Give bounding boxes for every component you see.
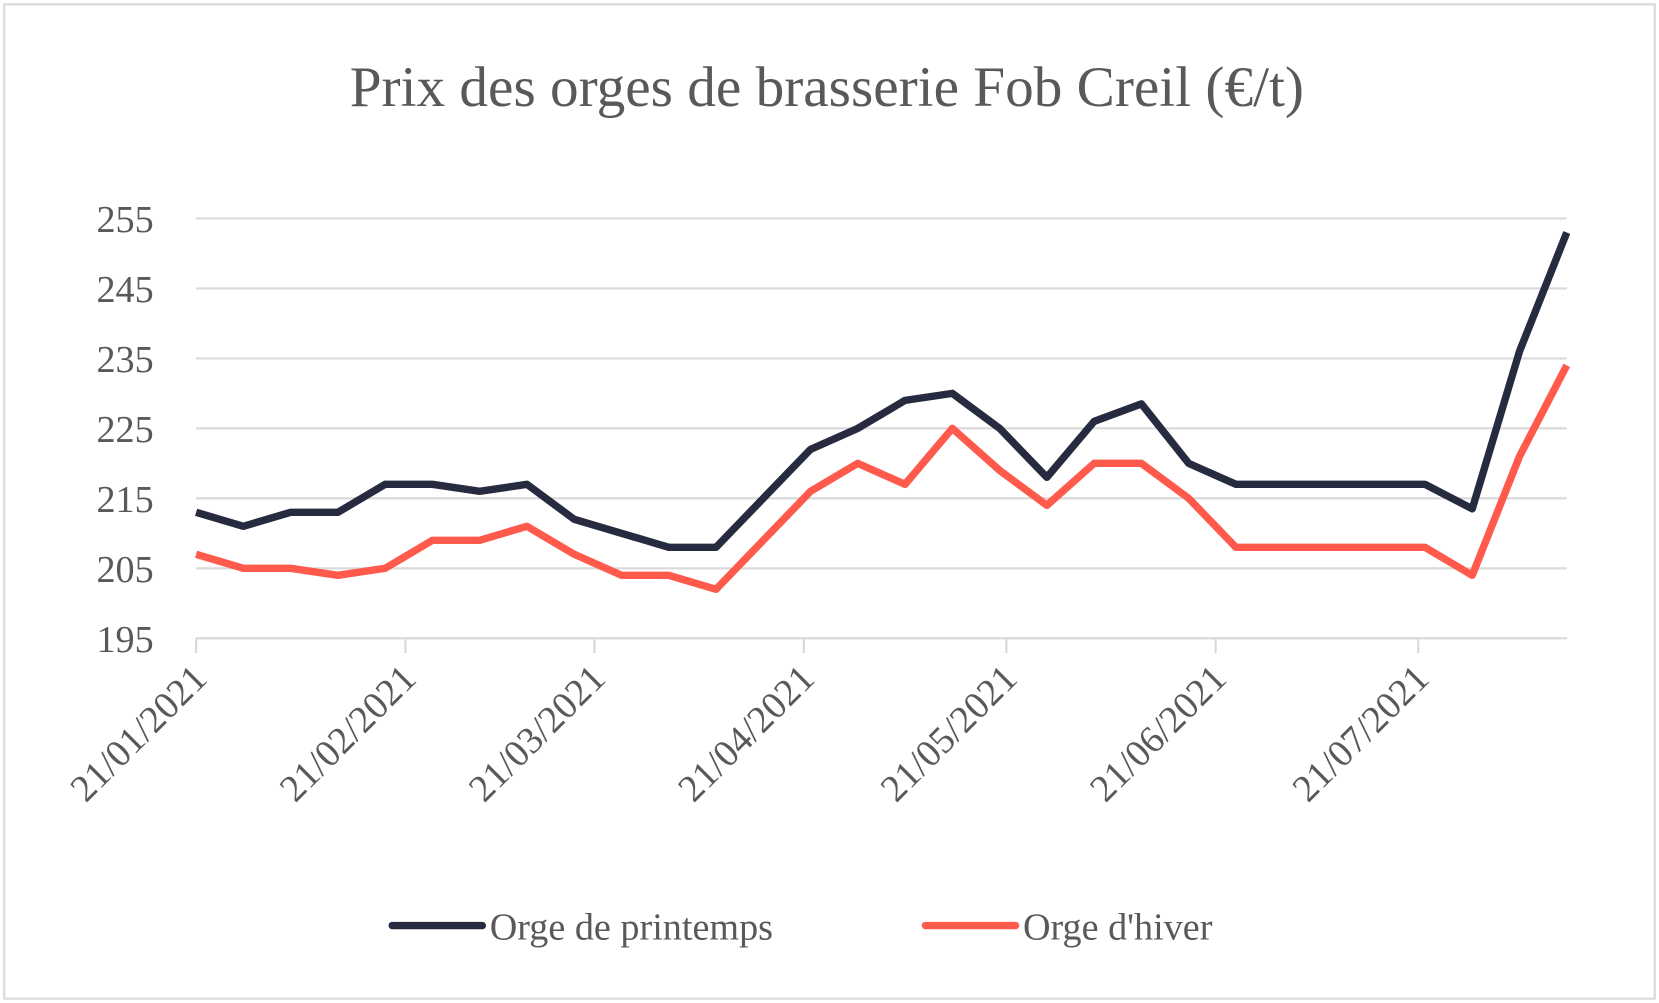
- y-tick-label: 245: [96, 269, 153, 311]
- y-tick-label: 195: [96, 619, 153, 661]
- y-tick-label: 255: [96, 199, 153, 241]
- series-line: [195, 363, 1571, 593]
- y-tick-label: 215: [96, 479, 153, 521]
- chart-title: Prix des orges de brasserie Fob Creil (€…: [350, 56, 1304, 119]
- legend-label: Orge de printemps: [490, 906, 773, 948]
- y-tick-label: 225: [96, 409, 153, 451]
- y-tick-label: 205: [96, 549, 153, 591]
- legend-label: Orge d'hiver: [1023, 906, 1213, 948]
- series-line: [195, 231, 1571, 552]
- y-tick-label: 235: [96, 339, 153, 381]
- chart-frame: [3, 3, 1656, 1000]
